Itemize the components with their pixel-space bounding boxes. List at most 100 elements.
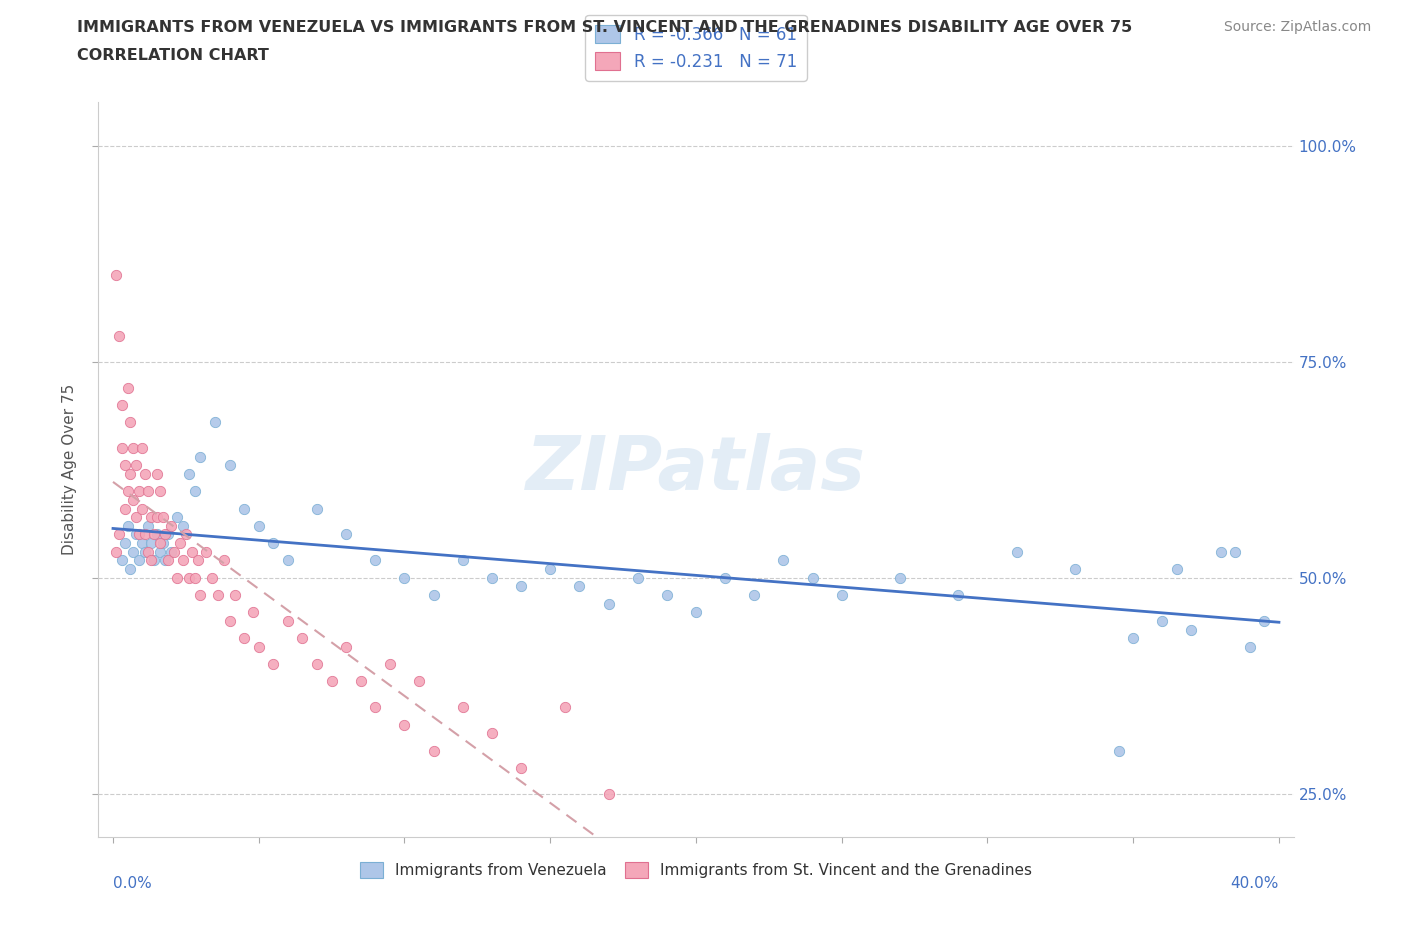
Point (152, 536, 174, 551)
Point (207, 588, 229, 603)
Point (152, 510, 174, 525)
Point (136, 518, 159, 533)
Point (125, 527, 148, 542)
Point (104, 268, 127, 283)
Point (212, 553, 235, 568)
Point (145, 527, 167, 542)
Point (139, 536, 162, 551)
Point (149, 484, 172, 498)
Point (627, 570, 650, 585)
Point (408, 674, 430, 689)
Y-axis label: Disability Age Over 75: Disability Age Over 75 (62, 384, 77, 555)
Point (177, 467, 200, 482)
Point (262, 536, 284, 551)
Point (183, 484, 205, 498)
Point (568, 578, 591, 593)
Point (889, 570, 911, 585)
Point (321, 674, 343, 689)
Point (131, 501, 153, 516)
Legend: Immigrants from Venezuela, Immigrants from St. Vincent and the Grenadines: Immigrants from Venezuela, Immigrants fr… (354, 856, 1038, 884)
Point (1122, 631, 1144, 645)
Point (451, 700, 474, 715)
Point (111, 441, 134, 456)
Point (218, 458, 240, 472)
Point (655, 588, 678, 603)
Point (136, 544, 159, 559)
Point (247, 518, 270, 533)
Point (335, 640, 357, 655)
Point (1108, 743, 1130, 758)
Point (108, 527, 131, 542)
Point (125, 510, 148, 525)
Point (155, 527, 177, 542)
Point (120, 562, 142, 577)
Point (117, 380, 139, 395)
Point (174, 527, 197, 542)
Point (134, 467, 156, 482)
Point (177, 570, 200, 585)
Point (350, 674, 373, 689)
Point (145, 510, 167, 525)
Point (394, 570, 416, 585)
Point (139, 553, 162, 568)
Point (169, 536, 191, 551)
Point (801, 570, 824, 585)
Point (1209, 544, 1232, 559)
Point (120, 467, 142, 482)
Point (186, 553, 208, 568)
Point (195, 544, 218, 559)
Point (1152, 614, 1174, 629)
Point (451, 553, 474, 568)
Text: CORRELATION CHART: CORRELATION CHART (77, 48, 269, 63)
Point (104, 544, 127, 559)
Point (335, 527, 357, 542)
Point (1180, 622, 1202, 637)
Point (422, 743, 444, 758)
Point (204, 415, 226, 430)
Point (262, 657, 284, 671)
Point (685, 604, 707, 619)
Point (142, 527, 165, 542)
Text: 0.0%: 0.0% (112, 876, 152, 891)
Point (122, 441, 145, 456)
Point (948, 588, 970, 603)
Point (139, 510, 162, 525)
Point (233, 501, 256, 516)
Point (145, 467, 167, 482)
Point (481, 570, 503, 585)
Point (172, 553, 194, 568)
Point (149, 536, 172, 551)
Point (481, 725, 503, 740)
Point (598, 596, 620, 611)
Point (160, 544, 183, 559)
Point (166, 570, 188, 585)
Point (172, 518, 194, 533)
Point (714, 570, 737, 585)
Point (1166, 562, 1188, 577)
Point (128, 553, 150, 568)
Point (364, 700, 387, 715)
Point (190, 588, 212, 603)
Point (242, 604, 264, 619)
Point (125, 458, 148, 472)
Point (277, 553, 299, 568)
Point (117, 484, 139, 498)
Point (218, 614, 240, 629)
Text: 40.0%: 40.0% (1230, 876, 1279, 891)
Point (149, 544, 172, 559)
Point (394, 717, 416, 732)
Point (120, 415, 142, 430)
Point (1225, 544, 1247, 559)
Point (114, 458, 136, 472)
Point (136, 484, 159, 498)
Point (108, 328, 131, 343)
Point (160, 518, 183, 533)
Point (201, 570, 224, 585)
Point (128, 527, 150, 542)
Point (131, 536, 153, 551)
Point (166, 510, 188, 525)
Point (134, 527, 156, 542)
Point (111, 397, 134, 412)
Point (157, 527, 180, 542)
Point (142, 553, 165, 568)
